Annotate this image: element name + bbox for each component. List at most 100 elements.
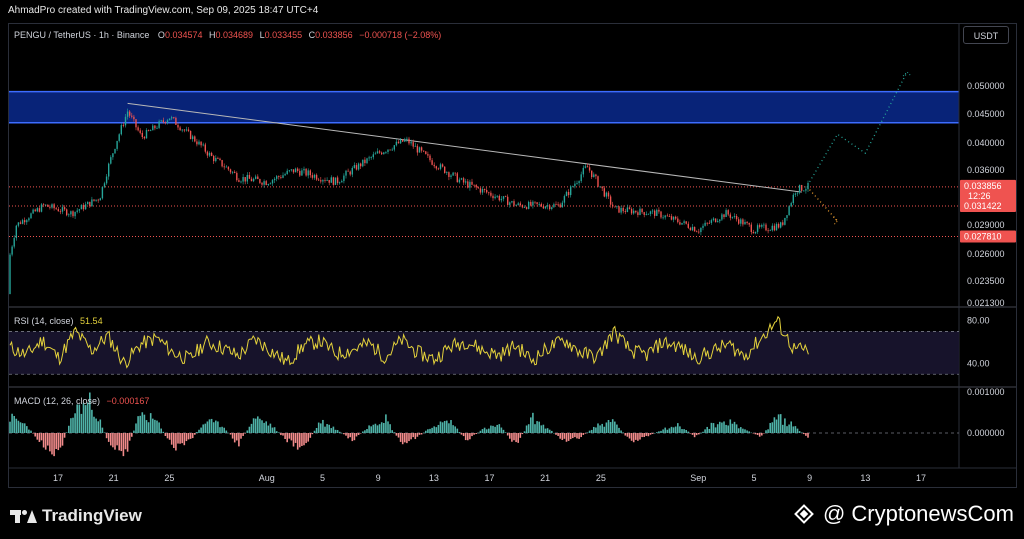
macd-bar [305, 433, 307, 444]
candle-body [605, 192, 608, 197]
macd-bar [70, 418, 72, 433]
candle-body [271, 180, 274, 184]
candle-body [689, 227, 692, 231]
candle-body [496, 195, 498, 197]
macd-bar [496, 424, 498, 433]
macd-bar [653, 432, 656, 434]
change-value: −0.000718 (−2.08%) [359, 30, 441, 40]
candle-body [750, 224, 752, 233]
candle-body [129, 111, 131, 116]
candle-body [139, 130, 141, 133]
candle-body [429, 155, 431, 161]
candle-body [364, 159, 366, 164]
macd-bar [36, 433, 39, 440]
price-tick-label: 0.023500 [967, 276, 1005, 286]
candle-body [574, 183, 576, 187]
candle-body [444, 166, 446, 174]
macd-bar [223, 427, 225, 433]
candle-body [761, 224, 763, 227]
macd-bar [647, 433, 650, 437]
candle-body [805, 189, 807, 191]
macd-bar [173, 433, 175, 448]
candle-body [536, 202, 538, 205]
macd-bar [584, 433, 587, 434]
macd-bar [588, 430, 591, 433]
macd-bar [103, 432, 106, 434]
macd-bar [404, 433, 406, 443]
macd-bar [622, 432, 624, 433]
candle-body [549, 205, 551, 210]
macd-bar [261, 420, 263, 433]
candle-body [55, 208, 57, 210]
macd-bar [99, 419, 102, 433]
candle-body [544, 206, 547, 209]
macd-bar [95, 418, 97, 433]
price-axis-ticks: 0.050000 0.045000 0.040000 0.036000 0.029000… [967, 81, 1005, 308]
candle-body [576, 183, 578, 184]
macd-bar [425, 430, 427, 433]
candle-body [532, 201, 534, 206]
candle-body [534, 201, 536, 203]
macd-bar [540, 425, 543, 433]
candle-body [731, 216, 734, 218]
candle-body [234, 171, 236, 173]
candle-body [78, 209, 80, 211]
candle-body [462, 178, 465, 183]
candle-body [492, 195, 494, 199]
candle-body [59, 211, 62, 213]
macd-bar [467, 433, 469, 441]
macd-bar [206, 421, 209, 433]
macd-bar [758, 433, 761, 437]
candle-body [294, 168, 297, 173]
candle-body [334, 177, 337, 185]
macd-bar [666, 429, 669, 433]
macd-bar [227, 432, 230, 434]
candle-body [265, 181, 267, 186]
time-tick-label: 5 [320, 473, 325, 483]
candle-body [643, 212, 645, 215]
macd-bar [68, 425, 70, 433]
macd-bar [784, 418, 786, 433]
macd-bar [275, 431, 278, 433]
candle-body [156, 127, 158, 129]
macd-bar [118, 433, 120, 451]
time-tick-label: 25 [596, 473, 606, 483]
candle-body [248, 174, 251, 179]
macd-bar [135, 423, 137, 433]
macd-bar [131, 433, 133, 437]
candle-body [456, 173, 458, 183]
macd-bar [149, 413, 152, 433]
macd-bar [86, 402, 89, 433]
candle-body [63, 207, 66, 210]
macd-bar [141, 412, 144, 433]
macd-bar [618, 427, 620, 433]
candle-body [500, 198, 503, 201]
candle-body [89, 201, 91, 207]
candle-body [328, 180, 330, 183]
macd-bar [551, 430, 553, 433]
macd-bar [693, 433, 696, 438]
candle-body [765, 224, 767, 231]
macd-bar [441, 422, 444, 433]
macd-bar [788, 424, 790, 433]
candle-body [759, 225, 761, 227]
candle-body [584, 166, 587, 168]
candle-body [173, 117, 175, 118]
candle-body [580, 174, 582, 182]
descending-trendline[interactable] [127, 102, 802, 193]
candle-body [746, 221, 748, 223]
macd-bar [597, 423, 599, 433]
chart-frame[interactable] [8, 23, 1017, 488]
macd-bar [110, 433, 112, 446]
footer-bar [0, 490, 1024, 539]
macd-bar [177, 433, 179, 444]
currency-selector[interactable]: USDT [963, 26, 1009, 44]
candle-body [175, 117, 177, 125]
candle-body [481, 188, 484, 193]
candle-body [242, 177, 244, 182]
macd-bar [11, 413, 13, 433]
macd-bar [603, 426, 606, 433]
macd-bar [343, 433, 345, 435]
macd-bar [362, 431, 364, 433]
